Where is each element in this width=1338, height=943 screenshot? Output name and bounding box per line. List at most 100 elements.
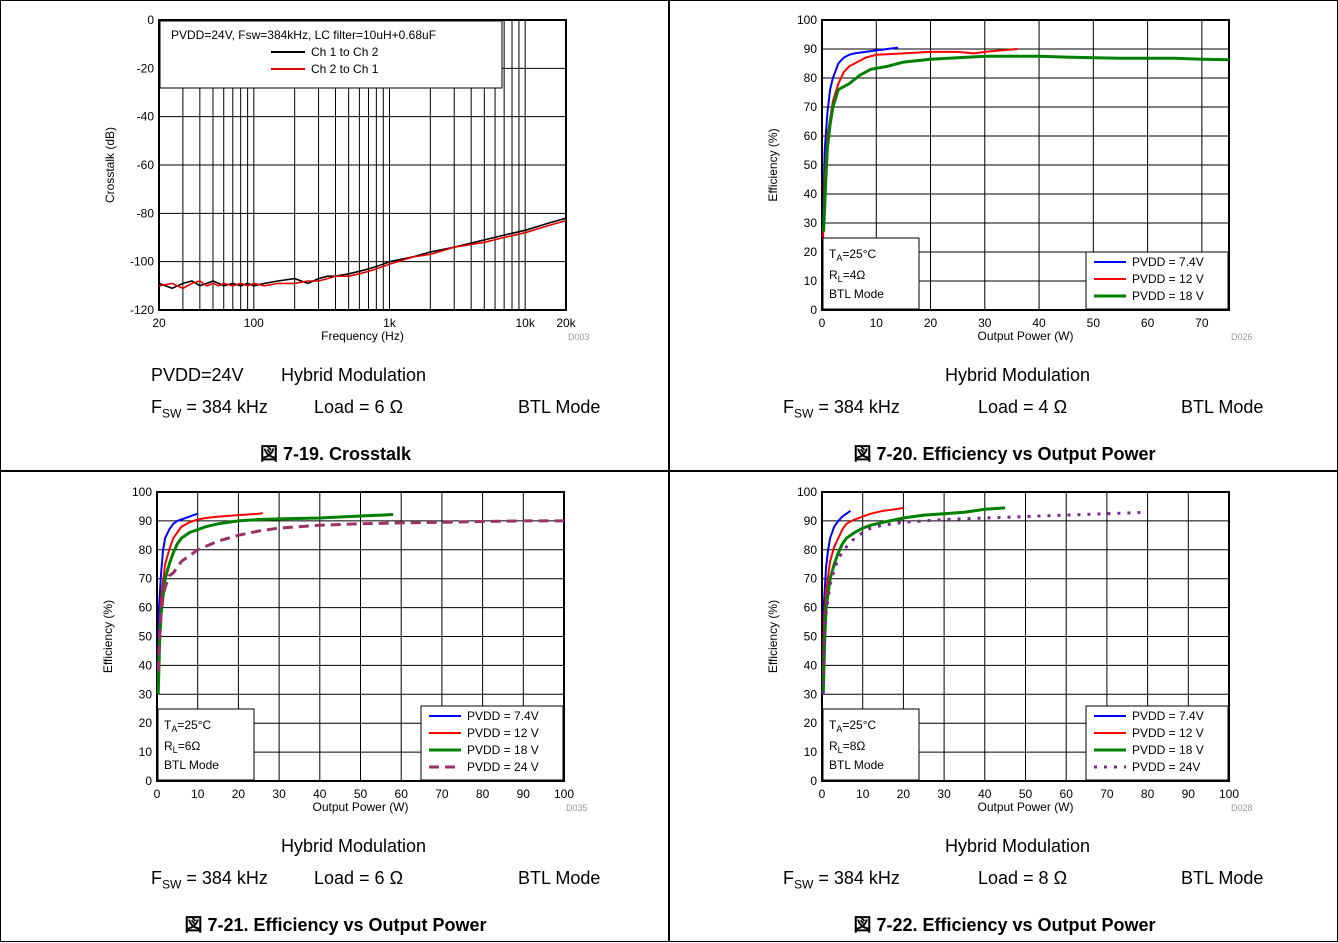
legend-label: PVDD = 24V <box>1132 760 1200 774</box>
chart-crosstalk: -120 -100 -80 -60 -40 -20 0 20 100 1k 10k 20k Freque… <box>103 13 590 343</box>
x-tick-label: 80 <box>476 787 490 801</box>
x-tick-label: 90 <box>517 787 531 801</box>
series-line-3 <box>156 519 564 672</box>
annotation-box <box>157 708 255 781</box>
x-tick-label: 10 <box>870 316 884 330</box>
y-tick-label: 90 <box>804 42 818 56</box>
x-tick-label: 30 <box>937 787 951 801</box>
caption-mode: BTL Mode <box>1181 397 1264 417</box>
y-tick-label: 10 <box>804 745 818 759</box>
x-tick-label: 0 <box>819 787 826 801</box>
panel-efficiency-6ohm: 0 10 20 30 40 50 60 70 80 90 100 0 10 20 30 40 50 60 70 80 9… <box>0 471 669 942</box>
caption-modulation: Hybrid Modulation <box>281 836 427 856</box>
x-tick-label: 60 <box>1060 787 1074 801</box>
legend-label: PVDD = 12 V <box>467 726 539 740</box>
y-tick-label: 100 <box>797 485 817 499</box>
y-tick-label: 20 <box>139 716 153 730</box>
x-axis-label: Frequency (Hz) <box>321 329 404 343</box>
y-tick-label: 50 <box>139 630 153 644</box>
figure-title: 図 7-22. Efficiency vs Output Power <box>853 915 1156 935</box>
x-tick-label: 70 <box>1195 316 1209 330</box>
y-tick-label: 10 <box>139 745 153 759</box>
caption-load: Load = 4 Ω <box>978 397 1068 417</box>
caption-load: Load = 6 Ω <box>314 868 404 888</box>
y-tick-label: -40 <box>137 110 155 124</box>
series-line-1 <box>158 219 567 290</box>
caption-load: Load = 6 Ω <box>314 397 404 417</box>
y-tick-label: 90 <box>139 514 153 528</box>
x-tick-label: 70 <box>435 787 449 801</box>
legend-title: PVDD=24V, Fsw=384kHz, LC filter=10uH+0.6… <box>171 28 436 42</box>
x-tick-label: 30 <box>978 316 992 330</box>
annotation-mode: BTL Mode <box>829 758 884 772</box>
series-line-2 <box>822 54 1230 232</box>
chart-efficiency-6ohm: 0 10 20 30 40 50 60 70 80 90 100 0 10 20 30 40 50 60 70 80 9… <box>101 485 588 814</box>
annotation-rl: RL=4Ω <box>829 268 865 284</box>
y-tick-label: 50 <box>804 158 818 172</box>
y-tick-label: 30 <box>804 687 818 701</box>
y-tick-label: 0 <box>810 303 817 317</box>
y-tick-label: 70 <box>804 100 818 114</box>
x-tick-label: 20 <box>232 787 246 801</box>
x-tick-label: 40 <box>978 787 992 801</box>
x-axis-label: Output Power (W) <box>977 800 1073 814</box>
caption-fsw: FSW = 384 kHz <box>151 397 268 421</box>
y-tick-label: -20 <box>137 61 155 75</box>
caption-fsw: FSW = 384 kHz <box>783 397 900 421</box>
legend-label: PVDD = 12 V <box>1132 726 1204 740</box>
series-line-2 <box>821 506 1006 695</box>
panel-efficiency-4ohm: 0 10 20 30 40 50 60 70 80 90 100 0 10 20 30 40 50 60 70 Out… <box>669 0 1338 471</box>
x-tick-label: 90 <box>1182 787 1196 801</box>
figure-title: 図 7-20. Efficiency vs Output Power <box>853 444 1156 464</box>
annotation-ta: TA=25°C <box>829 247 877 263</box>
y-tick-label: -60 <box>137 158 155 172</box>
series-line-0 <box>821 509 852 672</box>
x-tick-label: 50 <box>1087 316 1101 330</box>
series-line-0 <box>158 217 567 290</box>
x-tick-label: 40 <box>313 787 327 801</box>
y-tick-label: 0 <box>810 774 817 788</box>
x-tick-label: 10k <box>515 316 535 330</box>
annotation-ta: TA=25°C <box>829 718 877 734</box>
condition-annotation: TA=25°C RL=4Ω BTL Mode <box>822 237 920 310</box>
annotation-mode: BTL Mode <box>164 758 219 772</box>
y-tick-label: 40 <box>139 658 153 672</box>
x-tick-label: 60 <box>1141 316 1155 330</box>
caption-modulation: Hybrid Modulation <box>945 365 1091 385</box>
y-axis-label: Efficiency (%) <box>766 600 780 673</box>
x-tick-label: 10 <box>856 787 870 801</box>
series-line-1 <box>156 512 263 695</box>
chart-efficiency-8ohm: 0 10 20 30 40 50 60 70 80 90 100 0 10 20 30 40 50 60 70 80 9… <box>766 485 1253 814</box>
plot-frame <box>821 19 1230 311</box>
caption-load: Load = 8 Ω <box>978 868 1068 888</box>
series-line-3 <box>821 510 1148 695</box>
legend-box <box>159 20 503 89</box>
y-tick-label: -80 <box>137 206 155 220</box>
legend-label: PVDD = 7.4V <box>467 709 539 723</box>
legend-label: PVDD = 18 V <box>467 743 539 757</box>
caption-fsw: FSW = 384 kHz <box>783 868 900 892</box>
y-tick-label: 50 <box>804 630 818 644</box>
y-tick-label: 40 <box>804 658 818 672</box>
y-tick-label: -120 <box>130 303 154 317</box>
series-line-1 <box>822 48 1018 238</box>
x-tick-label: 100 <box>244 316 264 330</box>
x-tick-label: 0 <box>819 316 826 330</box>
x-tick-label: 40 <box>1032 316 1046 330</box>
annotation-ta: TA=25°C <box>164 718 212 734</box>
x-tick-label: 80 <box>1141 787 1155 801</box>
legend-box <box>1085 705 1229 781</box>
caption-mode: BTL Mode <box>518 397 601 417</box>
figure-code: D003 <box>568 332 590 342</box>
annotation-mode: BTL Mode <box>829 287 884 301</box>
condition-annotation: TA=25°C RL=8Ω BTL Mode <box>822 708 920 781</box>
plot-frame <box>158 19 567 311</box>
panel-crosstalk: -120 -100 -80 -60 -40 -20 0 20 100 1k 10k 20k Freque… <box>0 0 669 471</box>
y-tick-label: 60 <box>804 129 818 143</box>
x-tick-label: 20 <box>924 316 938 330</box>
x-axis-label: Output Power (W) <box>977 329 1073 343</box>
series-line-0 <box>156 512 199 680</box>
y-tick-label: 30 <box>139 687 153 701</box>
y-tick-label: 90 <box>804 514 818 528</box>
caption-modulation: Hybrid Modulation <box>945 836 1091 856</box>
